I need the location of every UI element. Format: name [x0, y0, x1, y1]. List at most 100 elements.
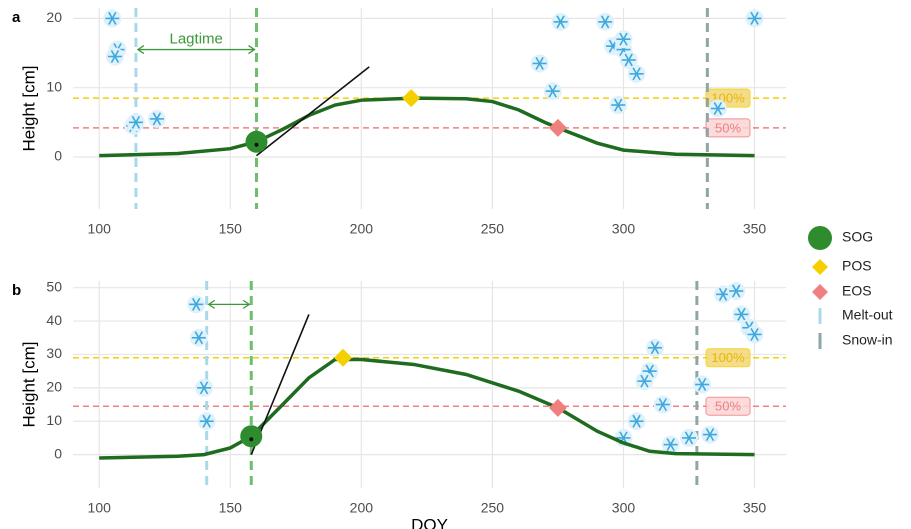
sog-dot: [254, 142, 259, 147]
snow-arm: [110, 50, 120, 63]
snow-point: [551, 12, 570, 31]
x-tick-label: 200: [350, 500, 374, 516]
snow-arm: [535, 56, 544, 70]
tangent-line: [255, 66, 370, 157]
panel-label: a: [12, 9, 21, 26]
snow-arm: [632, 414, 641, 428]
legend-label: SOG: [842, 229, 873, 245]
arrow-head: [136, 45, 256, 55]
snow-point: [614, 30, 633, 49]
legend-marker: [812, 259, 828, 275]
snow-point: [543, 82, 562, 101]
snow-arm: [684, 431, 694, 445]
y-tick-label: 40: [46, 312, 62, 328]
snow-arm: [614, 98, 623, 112]
snow-arm: [108, 11, 117, 25]
legend-label: POS: [842, 258, 872, 274]
snow-point: [609, 96, 628, 115]
threshold-box: [705, 396, 751, 416]
snow-point: [103, 9, 122, 28]
snow-point: [197, 412, 216, 431]
snow-point: [745, 325, 764, 344]
x-tick-label: 150: [219, 221, 243, 237]
y-tick-label: 0: [54, 445, 62, 461]
y-tick-label: 20: [46, 379, 62, 395]
snow-arm: [131, 115, 141, 129]
x-tick-label: 350: [743, 221, 767, 237]
sog-marker: [240, 425, 263, 448]
sog-marker: [245, 130, 268, 153]
snow-arm: [600, 15, 610, 29]
x-tick-label: 150: [219, 500, 243, 516]
pos-marker: [333, 348, 352, 367]
snow-point: [596, 12, 615, 31]
snow-arm: [199, 381, 209, 395]
snow-arm: [697, 378, 707, 391]
x-tick-label: 100: [88, 500, 112, 516]
eos-marker: [548, 398, 567, 417]
snow-arm: [658, 398, 667, 411]
snow-arm: [202, 414, 211, 428]
threshold-label: 50%: [715, 120, 741, 135]
snow-point: [745, 9, 764, 28]
snow-point: [727, 282, 746, 301]
snow-point: [635, 372, 654, 391]
pos-marker: [402, 89, 421, 108]
snow-point: [700, 425, 719, 444]
snow-arm: [556, 15, 565, 29]
x-axis-label: DOY: [411, 515, 448, 529]
y-tick-label: 10: [46, 78, 62, 94]
snow-arm: [194, 331, 204, 345]
x-tick-label: 300: [612, 221, 636, 237]
x-tick-label: 300: [612, 500, 636, 516]
snow-point: [105, 47, 124, 66]
y-tick-label: 50: [46, 278, 62, 294]
snow-point: [708, 99, 727, 118]
threshold-box: [705, 118, 751, 138]
threshold-label: 100%: [711, 350, 745, 365]
snow-arm: [737, 307, 746, 321]
y-axis-label: Height [cm]: [19, 66, 38, 152]
snow-arm: [632, 67, 641, 81]
x-tick-label: 250: [481, 500, 505, 516]
y-axis-label: Height [cm]: [19, 342, 38, 428]
legend-label: Snow-in: [842, 332, 893, 348]
snow-point: [693, 375, 712, 394]
eos-marker: [548, 118, 567, 137]
y-tick-label: 10: [46, 412, 62, 428]
legend-marker: [812, 284, 828, 300]
snow-arm: [705, 428, 715, 442]
x-tick-label: 200: [350, 221, 374, 237]
snow-point: [732, 305, 751, 324]
snow-point: [619, 50, 638, 69]
snow-point: [189, 328, 208, 347]
y-tick-label: 30: [46, 345, 62, 361]
snow-point: [530, 54, 549, 73]
snow-arm: [732, 284, 741, 298]
snow-point: [627, 64, 646, 83]
y-tick-label: 20: [46, 9, 62, 25]
threshold-label: 50%: [715, 399, 741, 414]
y-tick-label: 0: [54, 148, 62, 164]
sog-dot: [249, 437, 254, 442]
snow-point: [147, 109, 166, 128]
snow-arm: [718, 287, 728, 301]
snow-arm: [640, 374, 649, 388]
snow-point: [661, 435, 680, 454]
snow-arm: [548, 84, 557, 98]
snow-arm: [750, 327, 759, 341]
snow-point: [680, 428, 699, 447]
snow-arm: [624, 53, 633, 67]
snow-arm: [152, 112, 162, 126]
snow-arm: [619, 32, 628, 46]
legend-label: EOS: [842, 283, 872, 299]
snow-point: [640, 362, 659, 381]
snow-point: [627, 412, 646, 431]
snow-arm: [192, 297, 201, 311]
lagtime-label: Lagtime: [170, 31, 223, 48]
snow-point: [645, 338, 664, 357]
snow-arm: [713, 102, 723, 115]
x-tick-label: 250: [481, 221, 505, 237]
x-tick-label: 100: [88, 221, 112, 237]
